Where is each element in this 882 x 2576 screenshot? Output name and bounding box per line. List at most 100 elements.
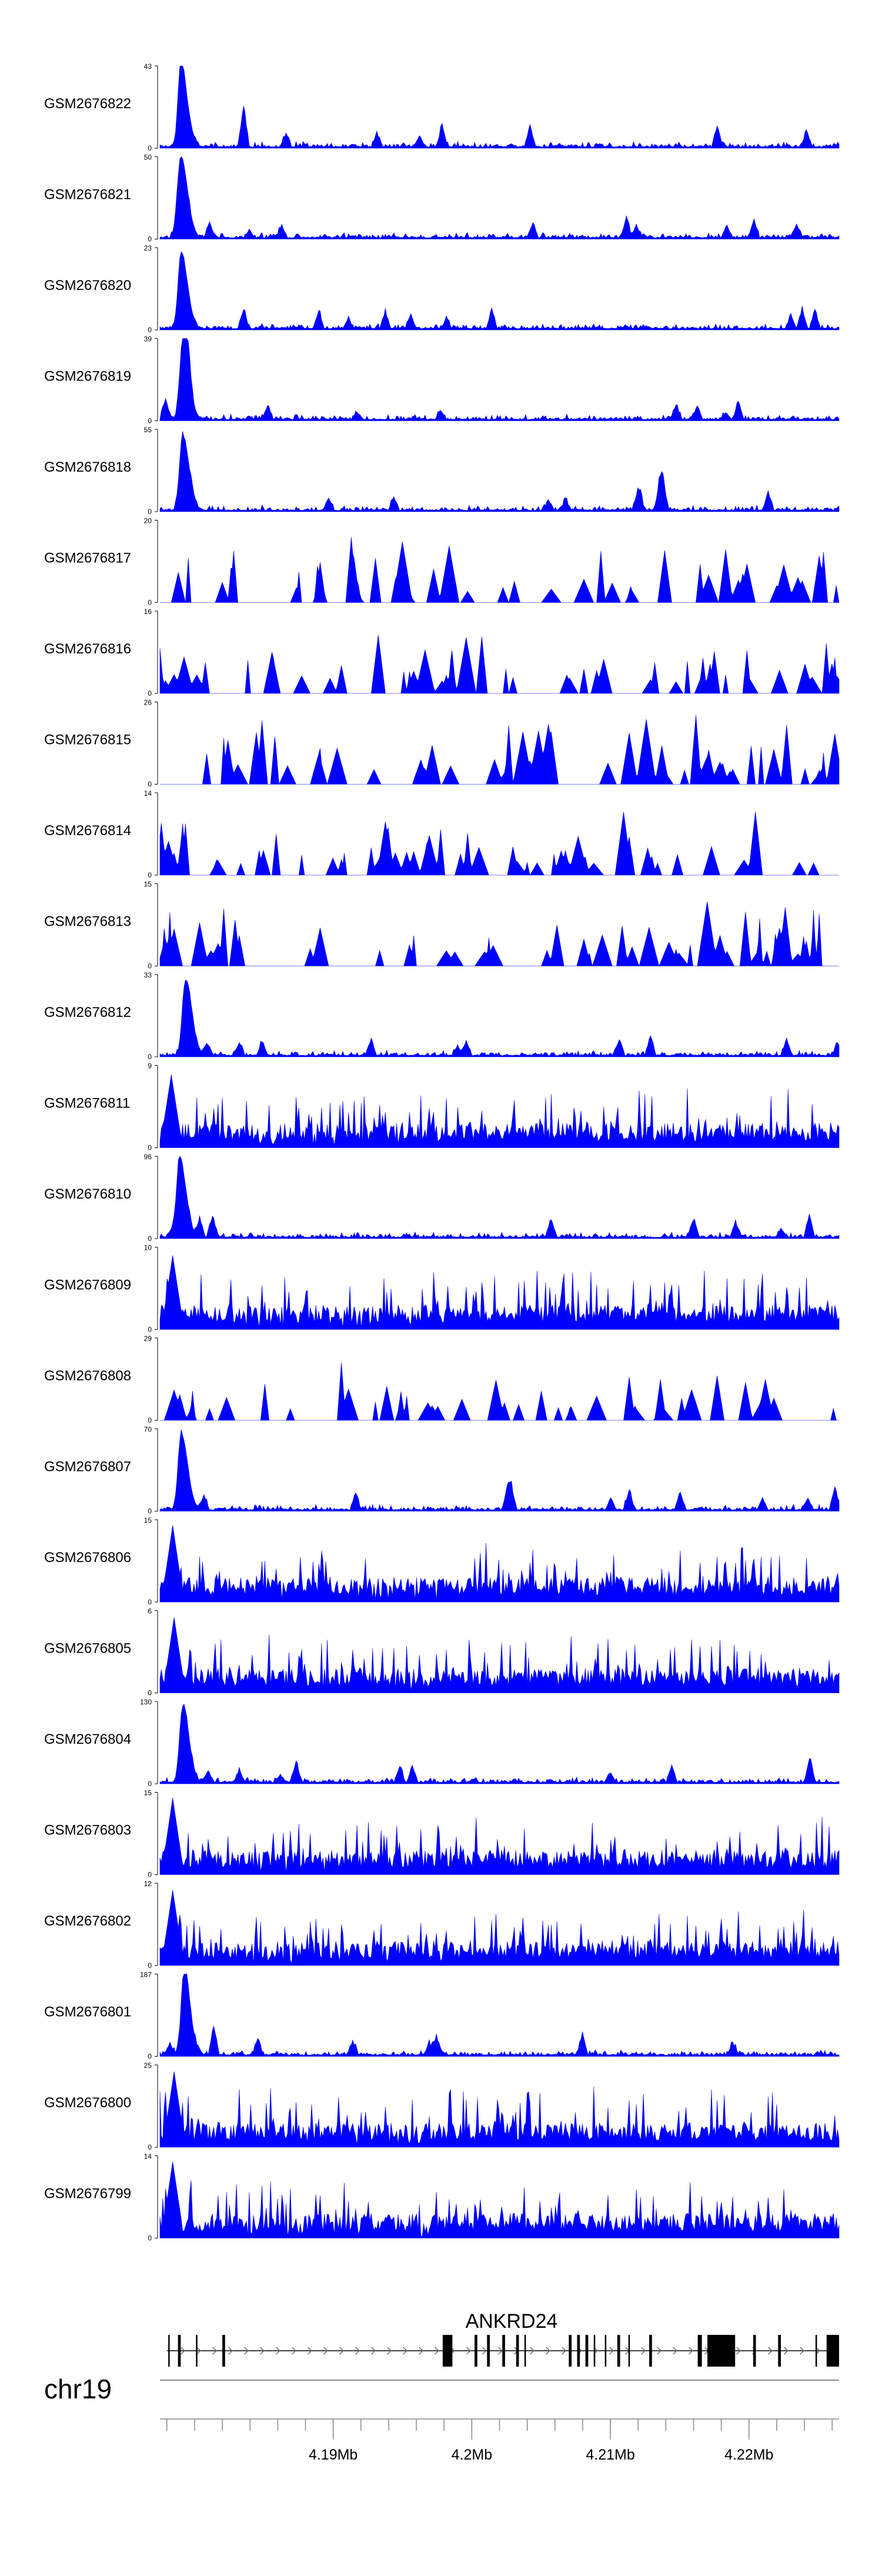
track-label: GSM2676817 [44,550,131,566]
track-label: GSM2676807 [44,1459,131,1475]
y-min-label: 0 [148,1871,152,1879]
exon-block [487,2335,490,2367]
y-min-label: 0 [148,1416,152,1424]
y-min-label: 0 [148,417,152,425]
track-GSM2676811: GSM2676811 9 0 [44,1062,840,1152]
track-label: GSM2676805 [44,1641,131,1657]
coverage-area [159,1797,840,1875]
strand-arrow [482,2347,487,2355]
strand-arrow [816,2347,820,2355]
y-max-label: 130 [140,1698,152,1706]
strand-arrow [292,2347,296,2355]
y-min-label: 0 [148,326,152,334]
track-GSM2676810: GSM2676810 96 0 [44,1153,840,1243]
strand-arrow [657,2347,662,2355]
strand-arrow [339,2347,344,2355]
y-max-label: 33 [144,971,152,979]
exon-block [442,2335,453,2367]
track-label: GSM2676801 [44,2004,131,2020]
x-tick-label: 4.21Mb [586,2447,634,2463]
coverage-area [160,537,840,603]
strand-arrow [371,2347,376,2355]
strand-arrow [228,2347,233,2355]
strand-arrow [387,2347,392,2355]
exon-block [222,2335,225,2367]
y-min-label: 0 [148,962,152,970]
coverage-area [159,1974,840,2057]
y-max-label: 14 [144,2153,152,2161]
coverage-area [159,431,840,512]
gene-model-track: ANKRD24 [166,2310,839,2367]
track-GSM2676799: GSM2676799 14 0 [44,2153,840,2243]
coverage-tracks: GSM2676822430GSM2676821500GSM2676820230G… [44,62,840,2243]
strand-arrow [419,2347,423,2355]
y-max-label: 9 [148,1062,152,1070]
coverage-area [159,65,840,149]
track-GSM2676806: GSM2676806 15 0 [44,1516,840,1606]
track-GSM2676815: GSM2676815 26 0 [44,699,840,789]
exon-block [628,2335,630,2367]
track-label: GSM2676808 [44,1368,131,1384]
track-label: GSM2676800 [44,2095,131,2111]
y-max-label: 15 [144,1516,152,1524]
exon-block [604,2335,607,2367]
strand-arrow [641,2347,646,2355]
track-label: GSM2676799 [44,2186,131,2202]
coverage-area [160,1362,839,1421]
x-tick-label: 4.22Mb [724,2447,773,2463]
strand-arrow [244,2347,249,2355]
y-max-label: 15 [144,1789,152,1797]
exon-block [585,2335,589,2367]
strand-arrow [323,2347,328,2355]
y-min-label: 0 [148,2234,152,2243]
track-GSM2676803: GSM2676803 15 0 [44,1789,840,1879]
y-min-label: 0 [148,1326,152,1334]
y-min-label: 0 [148,144,152,152]
strand-arrow [768,2347,773,2355]
y-max-label: 43 [144,62,152,71]
exon-block [593,2335,596,2367]
y-min-label: 0 [148,1780,152,1788]
track-GSM2676807: GSM2676807 70 0 [44,1426,840,1516]
strand-arrow [736,2347,741,2355]
y-min-label: 0 [148,1961,152,1970]
track-GSM2676813: GSM2676813 15 0 [44,880,839,970]
coverage-area [159,1617,840,1693]
exon-block [649,2335,652,2367]
track-label: GSM2676803 [44,1823,131,1838]
coverage-area [159,2071,840,2148]
track-GSM2676808: GSM2676808 29 0 [44,1334,839,1424]
exon-block [826,2335,839,2367]
coverage-area [159,811,839,876]
strand-arrow [530,2347,534,2355]
strand-arrow [435,2347,439,2355]
strand-arrow [609,2347,614,2355]
exon-block [697,2335,702,2367]
strand-arrow [276,2347,280,2355]
y-max-label: 55 [144,426,152,434]
y-min-label: 0 [148,1507,152,1516]
strand-arrow [689,2347,693,2355]
exon-block [196,2335,198,2367]
track-label: GSM2676802 [44,1913,131,1929]
y-max-label: 187 [140,1971,152,1979]
x-tick-label: 4.2Mb [452,2447,492,2463]
y-max-label: 50 [144,154,152,162]
track-GSM2676812: GSM2676812 33 0 [44,971,840,1061]
track-label: GSM2676806 [44,1550,131,1566]
track-label: GSM2676820 [44,278,131,293]
track-GSM2676822: GSM2676822 43 0 [44,62,840,152]
track-GSM2676818: GSM2676818 55 0 [44,426,840,516]
y-max-label: 10 [144,1244,152,1252]
x-tick-label: 4.19Mb [309,2447,358,2463]
exon-block [707,2335,736,2367]
coverage-area [159,635,840,694]
track-GSM2676817: GSM2676817 20 0 [44,517,840,607]
coverage-area [159,2161,840,2238]
coverage-area [160,715,840,785]
y-max-label: 26 [144,699,152,707]
coverage-area [159,1075,840,1148]
y-max-label: 6 [148,1607,152,1616]
y-min-label: 0 [148,1234,152,1243]
track-label: GSM2676814 [44,823,131,839]
